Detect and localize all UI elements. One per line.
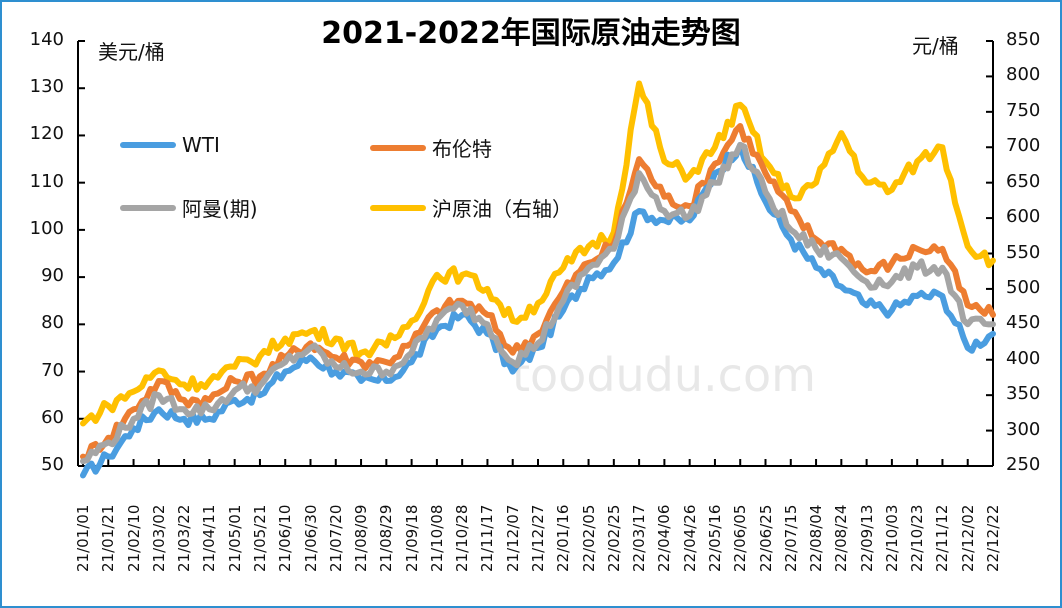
- legend-label-shanghai: 沪原油（右轴）: [432, 197, 572, 221]
- right-axis-tick-label: 400: [1006, 347, 1041, 369]
- left-axis-tick-label: 80: [41, 312, 64, 334]
- x-axis-tick-label: 21/10/28: [453, 504, 472, 572]
- legend-item-brent: 布伦特: [370, 133, 492, 162]
- right-axis-tick-label: 800: [1006, 64, 1041, 86]
- legend-swatch-shanghai: [370, 204, 426, 211]
- x-axis-tick-label: 22/06/05: [731, 504, 750, 572]
- legend-label-brent: 布伦特: [432, 137, 492, 161]
- right-axis-tick-label: 650: [1006, 170, 1041, 192]
- x-axis-tick-label: 22/05/16: [705, 504, 724, 572]
- left-axis-tick-label: 90: [41, 265, 64, 287]
- legend-item-oman: 阿曼(期): [120, 193, 258, 222]
- chart-title: 2021-2022年国际原油走势图: [321, 16, 741, 51]
- x-axis-tick-label: 21/05/21: [250, 504, 269, 572]
- x-axis-tick-label: 22/10/03: [882, 504, 901, 572]
- x-axis-tick-label: 22/08/04: [807, 504, 826, 572]
- left-axis-tick-label: 50: [41, 454, 64, 475]
- x-axis-tick-label: 21/06/30: [301, 504, 320, 572]
- x-axis-tick-label: 21/08/09: [352, 504, 371, 572]
- x-axis-tick-label: 22/09/13: [857, 504, 876, 572]
- x-axis-tick-label: 22/04/06: [655, 504, 674, 572]
- x-axis-tick-label: 22/03/17: [630, 504, 649, 572]
- x-axis-tick-label: 21/11/17: [478, 504, 497, 572]
- legend-label-oman: 阿曼(期): [182, 197, 258, 221]
- x-axis-tick-label: 21/03/22: [175, 504, 194, 572]
- series-line: [80, 141, 996, 465]
- x-axis-tick-label: 22/04/26: [680, 504, 699, 572]
- left-axis-tick-label: 60: [41, 406, 64, 428]
- x-axis-tick-label: 21/03/02: [149, 504, 168, 572]
- right-axis-tick-label: 550: [1006, 241, 1041, 263]
- legend-swatch-wti: [120, 142, 176, 148]
- left-axis-unit: 美元/桶: [98, 40, 165, 64]
- x-axis-tick-label: 22/12/22: [984, 504, 1002, 572]
- x-axis-tick-label: 21/07/20: [326, 504, 345, 572]
- right-axis-tick-label: 850: [1006, 29, 1041, 50]
- right-axis-tick-label: 350: [1006, 383, 1041, 405]
- x-axis-tick-label: 22/01/16: [554, 504, 573, 572]
- series-line: [80, 80, 996, 427]
- legend-swatch-oman: [120, 204, 176, 211]
- right-axis-unit: 元/桶: [912, 34, 959, 58]
- x-axis-tick-label: 21/01/01: [74, 504, 92, 572]
- left-axis-tick-label: 130: [29, 76, 64, 98]
- right-axis-tick-label: 500: [1006, 276, 1041, 298]
- right-axis-tick-label: 300: [1006, 418, 1041, 440]
- left-axis-tick-label: 100: [29, 217, 64, 239]
- x-axis-tick-label: 21/06/10: [276, 504, 295, 572]
- x-axis-tick-label: 21/08/29: [377, 504, 396, 572]
- x-axis-tick-label: 21/01/21: [99, 504, 118, 572]
- x-axis-tick-label: 22/08/24: [832, 504, 851, 572]
- x-axis-tick-label: 22/11/12: [933, 504, 952, 572]
- right-axis-tick-label: 700: [1006, 135, 1041, 157]
- x-axis-tick-label: 21/10/08: [427, 504, 446, 572]
- right-axis-tick-label: 750: [1006, 99, 1041, 121]
- x-axis-tick-label: 22/02/05: [579, 504, 598, 572]
- left-axis-tick-label: 140: [29, 29, 64, 50]
- series-line: [80, 123, 996, 462]
- x-axis-tick-label: 22/07/15: [781, 504, 800, 572]
- x-axis-tick-label: 22/02/25: [604, 504, 623, 572]
- legend-item-wti: WTI: [120, 133, 220, 157]
- x-axis-tick-label: 21/09/18: [402, 504, 421, 572]
- right-axis-tick-label: 450: [1006, 312, 1041, 334]
- x-axis-tick-label: 21/05/01: [225, 504, 244, 572]
- legend-label-wti: WTI: [182, 133, 220, 157]
- x-axis-tick-label: 22/10/23: [908, 504, 927, 572]
- legend-item-shanghai: 沪原油（右轴）: [370, 193, 572, 222]
- x-axis-tick-label: 22/12/02: [958, 504, 977, 572]
- left-axis-tick-label: 70: [41, 359, 64, 381]
- x-axis-tick-label: 21/12/07: [503, 504, 522, 572]
- right-axis-tick-label: 600: [1006, 206, 1041, 228]
- left-axis-tick-label: 120: [29, 123, 64, 145]
- x-axis-tick-label: 22/06/25: [756, 504, 775, 572]
- left-axis-tick-label: 110: [29, 170, 64, 192]
- legend-swatch-brent: [370, 144, 426, 151]
- x-axis-tick-label: 21/04/11: [200, 504, 219, 572]
- x-axis-tick-label: 21/02/10: [124, 504, 143, 572]
- right-axis-tick-label: 250: [1006, 454, 1041, 475]
- x-axis-tick-label: 21/12/27: [529, 504, 547, 572]
- watermark: toodudu.com: [512, 348, 816, 402]
